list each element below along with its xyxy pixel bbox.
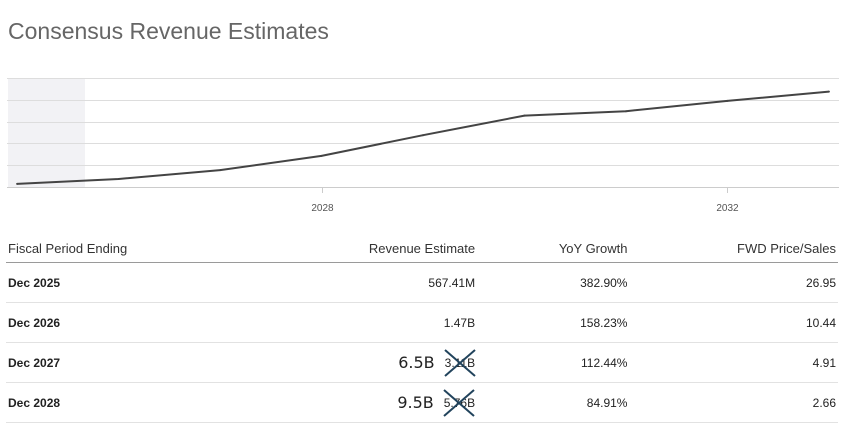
table-row: Dec 2027 6.5B 3.11B 112.44% 4.91: [6, 342, 838, 383]
revenue-value: 567.41M: [428, 275, 476, 290]
cell-price-sales: 10.44: [629, 302, 838, 343]
header-fiscal-period: Fiscal Period Ending: [6, 234, 266, 263]
x-tick-label: 2028: [311, 203, 334, 214]
header-fwd-price-sales: FWD Price/Sales: [629, 234, 838, 263]
cell-revenue: 9.5B 5.76B: [265, 382, 478, 423]
cell-price-sales: 2.66: [629, 382, 838, 423]
cell-period: Dec 2028: [6, 382, 266, 423]
cell-price-sales: 26.95: [629, 262, 838, 303]
cell-yoy: 382.90%: [477, 262, 630, 303]
page-title: Consensus Revenue Estimates: [8, 18, 329, 44]
data-point: [422, 134, 424, 137]
revenue-series-line: [17, 90, 829, 185]
cell-price-sales: 4.91: [629, 342, 838, 383]
cell-yoy: 112.44%: [477, 342, 630, 383]
cell-revenue: 1.47B: [265, 302, 478, 343]
revenue-value: 3.11B: [444, 355, 476, 370]
data-point: [219, 169, 222, 172]
data-point: [117, 178, 120, 180]
handwritten-revenue: 9.5B: [397, 393, 434, 412]
data-point: [726, 99, 729, 102]
estimates-table: Fiscal Period Ending Revenue Estimate Yo…: [6, 234, 838, 423]
struck-revenue: 3.11B: [443, 348, 476, 377]
revenue-line-chart: 2028 2032: [7, 78, 839, 214]
x-tick-label: 2032: [716, 203, 739, 214]
table-row: Dec 2026 1.47B 158.23% 10.44: [6, 302, 838, 343]
cell-revenue: 6.5B 3.11B: [265, 342, 478, 383]
cell-period: Dec 2027: [6, 342, 266, 383]
cell-yoy: 84.91%: [477, 382, 630, 423]
data-point: [624, 110, 627, 113]
revenue-value: 5.76B: [443, 395, 476, 410]
table-row: Dec 2028 9.5B 5.76B 84.91% 2.66: [6, 382, 838, 423]
header-revenue-estimate: Revenue Estimate: [265, 234, 478, 263]
revenue-value: 1.47B: [443, 315, 476, 330]
data-point: [16, 182, 19, 185]
data-point: [827, 90, 830, 93]
table-header-row: Fiscal Period Ending Revenue Estimate Yo…: [6, 234, 838, 263]
data-point: [320, 154, 323, 157]
data-point: [523, 114, 526, 117]
handwritten-revenue: 6.5B: [398, 353, 435, 372]
cell-period: Dec 2026: [6, 302, 266, 343]
header-yoy-growth: YoY Growth: [477, 234, 630, 263]
cell-yoy: 158.23%: [477, 302, 630, 343]
cell-revenue: 567.41M: [265, 262, 478, 303]
table-row: Dec 2025 567.41M 382.90% 26.95: [6, 262, 838, 303]
past-period-shade: [8, 78, 85, 187]
struck-revenue: 5.76B: [443, 388, 476, 417]
cell-period: Dec 2025: [6, 262, 266, 303]
